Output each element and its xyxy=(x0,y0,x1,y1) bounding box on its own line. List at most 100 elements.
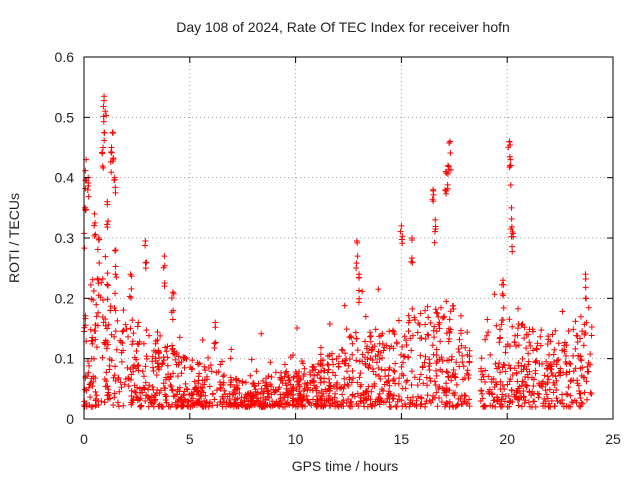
roti-point xyxy=(201,363,208,370)
roti-point xyxy=(130,330,137,337)
roti-point xyxy=(420,380,427,387)
roti-point xyxy=(364,356,371,363)
roti-point xyxy=(432,223,439,230)
roti-point xyxy=(196,370,203,377)
roti-point xyxy=(540,400,547,407)
roti-point xyxy=(189,357,196,364)
roti-point xyxy=(153,372,160,379)
roti-point xyxy=(433,352,440,359)
roti-point xyxy=(248,398,255,405)
roti-point xyxy=(93,344,100,351)
roti-point xyxy=(395,317,402,324)
roti-point xyxy=(112,247,119,254)
roti-point xyxy=(173,361,180,368)
roti-point xyxy=(101,137,108,144)
roti-point xyxy=(398,363,405,370)
roti-point xyxy=(356,358,363,365)
roti-point xyxy=(162,396,169,403)
roti-point xyxy=(443,170,450,177)
roti-point xyxy=(492,379,499,386)
roti-point xyxy=(111,333,118,340)
roti-point xyxy=(329,401,336,408)
y-tick-label: 0.1 xyxy=(55,351,75,367)
roti-point xyxy=(160,354,167,361)
roti-point xyxy=(104,270,111,277)
roti-point xyxy=(394,398,401,405)
roti-point xyxy=(417,352,424,359)
roti-point xyxy=(551,382,558,389)
roti-point xyxy=(449,402,456,409)
roti-point xyxy=(133,348,140,355)
roti-point xyxy=(191,378,198,385)
roti-point xyxy=(444,185,451,192)
roti-point xyxy=(155,366,162,373)
roti-point xyxy=(584,363,591,370)
roti-point xyxy=(531,398,538,405)
roti-point xyxy=(369,366,376,372)
roti-point xyxy=(436,383,443,390)
roti-point xyxy=(424,331,431,338)
roti-point xyxy=(513,343,520,350)
roti-point xyxy=(433,367,440,374)
roti-point xyxy=(154,336,161,343)
roti-point xyxy=(371,380,378,387)
roti-point xyxy=(160,380,167,387)
roti-point xyxy=(582,295,589,302)
roti-point xyxy=(188,366,195,373)
roti-point xyxy=(417,335,424,342)
roti-point xyxy=(212,339,219,346)
roti-point xyxy=(553,387,560,394)
roti-point xyxy=(341,375,348,382)
roti-point xyxy=(128,294,135,301)
roti-point xyxy=(276,384,283,391)
roti-point xyxy=(357,383,364,390)
roti-point xyxy=(257,390,264,397)
roti-point xyxy=(293,373,300,380)
roti-point xyxy=(105,218,112,225)
roti-point xyxy=(350,375,357,382)
roti-point xyxy=(214,402,221,409)
roti-point xyxy=(254,389,261,396)
roti-point xyxy=(253,368,260,375)
roti-point xyxy=(567,392,574,399)
roti-point xyxy=(115,376,122,383)
roti-point xyxy=(577,353,584,360)
roti-point xyxy=(170,370,177,377)
roti-point xyxy=(189,391,196,398)
roti-point xyxy=(167,382,174,389)
roti-point xyxy=(103,112,110,119)
roti-point xyxy=(194,402,201,409)
roti-point xyxy=(548,366,555,373)
roti-point xyxy=(515,325,522,332)
roti-point xyxy=(448,377,455,384)
roti-point xyxy=(146,332,152,339)
roti-point xyxy=(415,320,422,327)
roti-point xyxy=(344,368,351,375)
roti-point xyxy=(134,323,141,330)
roti-point xyxy=(105,321,112,328)
roti-point xyxy=(514,378,521,385)
roti-point xyxy=(578,357,585,364)
roti-point xyxy=(444,162,451,169)
roti-point xyxy=(125,333,132,340)
roti-point xyxy=(261,401,268,408)
roti-point xyxy=(462,344,469,351)
roti-point xyxy=(544,341,551,348)
roti-point xyxy=(188,392,195,399)
roti-point xyxy=(522,381,529,388)
x-tick-label: 10 xyxy=(288,431,304,447)
roti-point xyxy=(92,336,99,343)
roti-point xyxy=(127,366,134,373)
roti-point xyxy=(354,390,361,397)
roti-point xyxy=(182,380,189,387)
roti-point xyxy=(584,396,591,403)
roti-point xyxy=(96,260,103,267)
roti-point xyxy=(418,400,425,407)
roti-point xyxy=(482,379,489,385)
roti-point xyxy=(136,338,143,345)
roti-point xyxy=(553,361,560,368)
roti-point xyxy=(277,395,284,402)
roti-point xyxy=(507,376,514,383)
roti-point xyxy=(418,395,425,402)
roti-point xyxy=(509,323,516,330)
